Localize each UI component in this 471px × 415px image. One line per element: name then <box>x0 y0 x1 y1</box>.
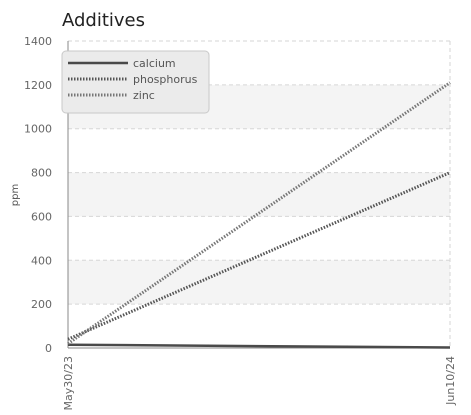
y-tick-label: 200 <box>31 298 52 311</box>
y-tick-label: 800 <box>31 167 52 180</box>
y-tick-label: 1000 <box>24 123 52 136</box>
legend-label-phosphorus: phosphorus <box>133 73 198 86</box>
background-bands <box>68 84 450 305</box>
y-tick-label: 0 <box>45 342 52 355</box>
legend-box <box>61 50 210 114</box>
legend-label-zinc: zinc <box>133 89 155 102</box>
series-lines <box>67 81 451 349</box>
series-line-calcium <box>67 343 451 349</box>
y-tick-label: 1200 <box>24 79 52 92</box>
y-tick-label: 1400 <box>24 35 52 48</box>
legend-label-calcium: calcium <box>133 57 176 70</box>
series-line-zinc <box>67 81 451 345</box>
series-line-phosphorus <box>67 171 451 341</box>
y-tick-labels: 0 200 400 600 800 1000 1200 1400 <box>24 35 52 355</box>
grid-band <box>68 172 450 217</box>
chart-title: Additives <box>62 10 145 31</box>
x-tick-label: May30/23 <box>62 356 75 410</box>
y-tick-label: 400 <box>31 254 52 267</box>
grid-band <box>68 260 450 305</box>
x-tick-labels: May30/23 Jun10/24 <box>62 356 457 410</box>
x-tick-label: Jun10/24 <box>444 356 457 406</box>
y-tick-label: 600 <box>31 210 52 223</box>
legend: calcium phosphorus zinc <box>61 50 210 114</box>
y-axis-label: ppm <box>10 184 21 206</box>
